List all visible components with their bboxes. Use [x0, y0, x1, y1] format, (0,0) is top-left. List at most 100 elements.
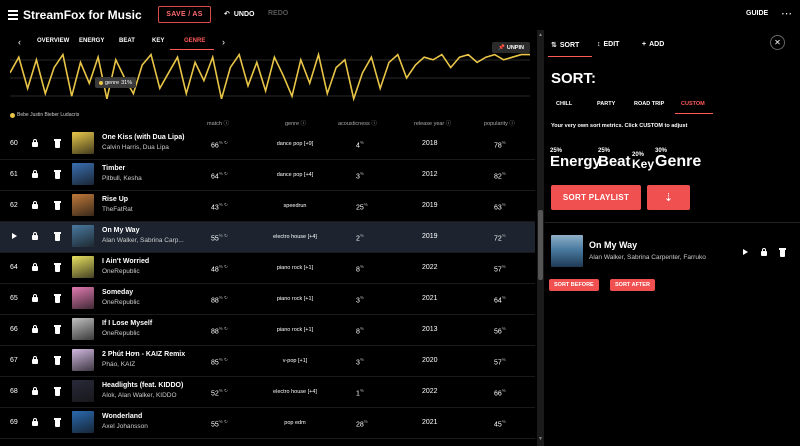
trash-icon[interactable]: [54, 418, 61, 427]
trash-icon[interactable]: [54, 201, 61, 210]
column-popularity[interactable]: popularity ⓘ: [484, 121, 515, 127]
track-artist: Pháo, KAIZ: [102, 361, 136, 368]
tab-edit-label: EDIT: [603, 41, 620, 48]
table-row[interactable]: 67 2 Phút Hơn - KAIZ Remix Pháo, KAIZ 85% ↻…: [0, 346, 535, 377]
track-title: Rise Up: [102, 196, 129, 203]
acousticness-value: 4%: [356, 140, 364, 150]
save-as-button[interactable]: SAVE / AS: [158, 6, 211, 23]
tooltip-label: genre: [105, 79, 120, 86]
lock-icon[interactable]: [32, 170, 38, 178]
tab-edit[interactable]: ↕ EDIT: [597, 41, 619, 48]
track-artist: OneRepublic: [102, 330, 140, 337]
album-artwork: [72, 194, 94, 216]
tabs-right-chevron-icon[interactable]: ›: [222, 37, 225, 47]
table-row[interactable]: 68 Headlights (feat. KIDDO) Alok, Alan Wal…: [0, 377, 535, 408]
row-number: 60: [10, 140, 18, 147]
tabs-left-chevron-icon[interactable]: ‹: [18, 37, 21, 47]
column-genre[interactable]: genre ⓘ: [285, 121, 307, 127]
trash-icon[interactable]: [54, 139, 61, 148]
preset-road-trip[interactable]: ROAD TRIP: [634, 101, 665, 107]
now-playing-play-icon[interactable]: [743, 248, 748, 255]
trash-icon[interactable]: [54, 263, 61, 272]
tab-key[interactable]: KEY: [152, 38, 165, 44]
tab-beat[interactable]: BEAT: [119, 38, 135, 44]
scroll-down-icon[interactable]: ▼: [538, 436, 543, 442]
column-release-year[interactable]: release year ⓘ: [414, 121, 452, 127]
release-year-value: 2021: [422, 419, 438, 426]
preset-chill[interactable]: CHILL: [556, 101, 573, 107]
table-row[interactable]: 62 Rise Up TheFatRat 43% ↻ speedrun 25% 2019 63…: [0, 191, 535, 222]
top-bar: StreamFox for Music SAVE / AS ↶ UNDO RED…: [0, 0, 800, 30]
table-row[interactable]: 60 One Kiss (with Dua Lipa) Calvin Harris,…: [0, 129, 535, 160]
scroll-thumb[interactable]: [538, 210, 543, 280]
tab-add[interactable]: + ADD: [642, 41, 664, 48]
table-row[interactable]: On My Way Alan Walker, Sabrina Carp... 55%…: [0, 222, 535, 253]
scroll-up-icon[interactable]: ▲: [538, 32, 543, 38]
now-playing-trash-icon[interactable]: [779, 248, 786, 257]
acousticness-value: 3%: [356, 295, 364, 305]
table-row[interactable]: 66 If I Lose Myself OneRepublic 88% ↻ piano …: [0, 315, 535, 346]
lock-icon[interactable]: [32, 201, 38, 209]
tab-sort[interactable]: ⇅ SORT: [551, 41, 580, 50]
preset-party[interactable]: PARTY: [597, 101, 616, 107]
trash-icon[interactable]: [54, 232, 61, 241]
trash-icon[interactable]: [54, 356, 61, 365]
trash-icon[interactable]: [54, 294, 61, 303]
column-acousticness[interactable]: acousticness ⓘ: [338, 121, 377, 127]
table-row[interactable]: 64 I Ain't Worried OneRepublic 48% ↻ piano r…: [0, 253, 535, 284]
preset-underline: [675, 113, 713, 114]
lock-icon[interactable]: [32, 387, 38, 395]
column-match[interactable]: match ⓘ: [207, 121, 230, 127]
match-value: 88% ↻: [211, 326, 228, 336]
menu-icon[interactable]: [8, 10, 18, 20]
track-title: One Kiss (with Dua Lipa): [102, 134, 185, 141]
lock-icon[interactable]: [32, 418, 38, 426]
redo-button[interactable]: REDO: [268, 10, 288, 17]
popularity-value: 64%: [494, 295, 506, 305]
track-artist: OneRepublic: [102, 299, 140, 306]
scrollbar[interactable]: ▲ ▼: [537, 30, 544, 446]
unpin-button[interactable]: 📌 UNPIN: [492, 42, 530, 53]
lock-icon[interactable]: [32, 139, 38, 147]
tab-energy[interactable]: ENERGY: [79, 38, 105, 44]
match-value: 88% ↻: [211, 295, 228, 305]
acousticness-value: 25%: [356, 202, 368, 212]
track-artist: OneRepublic: [102, 268, 140, 275]
play-icon[interactable]: [12, 233, 17, 239]
lock-icon[interactable]: [32, 294, 38, 302]
trash-icon[interactable]: [54, 170, 61, 179]
sort-after-button[interactable]: SORT AFTER: [610, 279, 655, 291]
sort-panel: ⇅ SORT ↕ EDIT + ADD ✕ SORT: CHILL PARTY …: [545, 30, 800, 446]
guide-button[interactable]: GUIDE: [746, 10, 769, 17]
trash-icon[interactable]: [54, 387, 61, 396]
genre-value: piano rock [+1]: [276, 296, 314, 302]
now-playing-lock-icon[interactable]: [761, 248, 767, 256]
table-row[interactable]: 65 Someday OneRepublic 88% ↻ piano rock [+1]…: [0, 284, 535, 315]
table-row[interactable]: 61 Timber Pitbull, Kesha 64% ↻ dance pop [+4…: [0, 160, 535, 191]
sort-order-button[interactable]: ⇣: [647, 185, 690, 210]
table-row[interactable]: 69 Wonderland Axel Johansson 55% ↻ pop edm 28…: [0, 408, 535, 439]
sort-before-button[interactable]: SORT BEFORE: [549, 279, 599, 291]
unpin-label: UNPIN: [506, 44, 524, 51]
track-artist: Alok, Alan Walker, KIDDO: [102, 392, 177, 399]
tab-overview[interactable]: OVERVIEW: [37, 38, 70, 44]
undo-button[interactable]: ↶ UNDO: [224, 10, 255, 19]
tab-genre[interactable]: GENRE: [184, 38, 206, 44]
close-icon[interactable]: ✕: [770, 35, 785, 50]
tab-sort-label: SORT: [559, 41, 580, 49]
active-tab-underline: [170, 49, 214, 50]
preset-custom[interactable]: CUSTOM: [681, 101, 705, 107]
popularity-value: 45%: [494, 419, 506, 429]
trash-icon[interactable]: [54, 325, 61, 334]
more-options-icon[interactable]: ⋯: [781, 8, 793, 20]
metric-beat: 25% Beat: [598, 148, 631, 169]
sort-playlist-button[interactable]: SORT PLAYLIST: [551, 185, 641, 210]
lock-icon[interactable]: [32, 325, 38, 333]
album-artwork: [72, 163, 94, 185]
lock-icon[interactable]: [32, 263, 38, 271]
metric-energy-pct: 25%: [550, 148, 563, 154]
metric-key-pct: 20%: [632, 152, 645, 158]
lock-icon[interactable]: [32, 356, 38, 364]
genre-chart[interactable]: [10, 48, 530, 108]
lock-icon[interactable]: [32, 232, 38, 240]
